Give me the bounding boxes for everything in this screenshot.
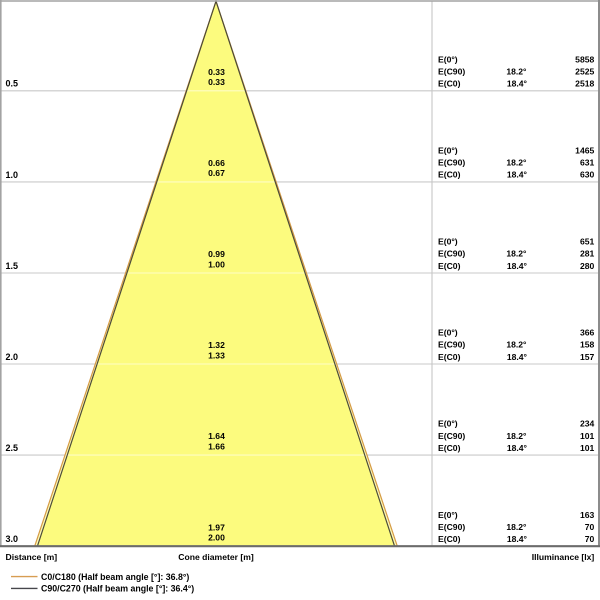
- svg-text:18.4°: 18.4°: [507, 352, 528, 362]
- svg-text:1.33: 1.33: [208, 350, 225, 360]
- svg-text:E(0°): E(0°): [438, 328, 458, 338]
- svg-text:1.0: 1.0: [6, 170, 19, 180]
- svg-text:0.99: 0.99: [208, 249, 225, 259]
- svg-text:18.4°: 18.4°: [507, 170, 528, 180]
- svg-text:E(0°): E(0°): [438, 510, 458, 520]
- svg-text:2.5: 2.5: [6, 443, 19, 453]
- svg-text:2518: 2518: [575, 79, 594, 89]
- svg-text:E(0°): E(0°): [438, 54, 458, 64]
- svg-text:Distance [m]: Distance [m]: [6, 552, 58, 562]
- svg-text:E(C0): E(C0): [438, 261, 461, 271]
- svg-text:1.66: 1.66: [208, 441, 225, 451]
- svg-text:18.2°: 18.2°: [506, 340, 527, 350]
- svg-text:2.0: 2.0: [6, 352, 19, 362]
- svg-text:0.33: 0.33: [208, 67, 225, 77]
- svg-text:1.00: 1.00: [208, 259, 225, 269]
- svg-text:70: 70: [585, 522, 595, 532]
- svg-text:234: 234: [580, 419, 595, 429]
- svg-text:163: 163: [580, 510, 595, 520]
- svg-text:18.2°: 18.2°: [506, 431, 527, 441]
- svg-text:Illuminance [lx]: Illuminance [lx]: [532, 552, 595, 562]
- svg-text:651: 651: [580, 237, 595, 247]
- svg-text:281: 281: [580, 249, 595, 259]
- svg-text:630: 630: [580, 170, 595, 180]
- svg-text:1.64: 1.64: [208, 431, 225, 441]
- svg-text:E(C0): E(C0): [438, 79, 461, 89]
- svg-text:E(C0): E(C0): [438, 443, 461, 453]
- svg-text:101: 101: [580, 443, 595, 453]
- svg-text:E(C0): E(C0): [438, 352, 461, 362]
- svg-text:0.33: 0.33: [208, 77, 225, 87]
- svg-text:0.67: 0.67: [208, 168, 225, 178]
- svg-text:18.4°: 18.4°: [507, 261, 528, 271]
- svg-text:18.2°: 18.2°: [506, 522, 527, 532]
- svg-text:E(C0): E(C0): [438, 170, 461, 180]
- svg-text:1.5: 1.5: [6, 261, 19, 271]
- svg-text:1.32: 1.32: [208, 340, 225, 350]
- svg-text:E(C90): E(C90): [438, 522, 465, 532]
- svg-text:157: 157: [580, 352, 595, 362]
- svg-text:E(C90): E(C90): [438, 249, 465, 259]
- svg-text:E(C90): E(C90): [438, 431, 465, 441]
- svg-text:18.2°: 18.2°: [506, 249, 527, 259]
- svg-text:5858: 5858: [575, 54, 594, 64]
- svg-text:631: 631: [580, 158, 595, 168]
- svg-text:0.66: 0.66: [208, 158, 225, 168]
- svg-text:2.00: 2.00: [208, 533, 225, 543]
- svg-text:18.4°: 18.4°: [507, 79, 528, 89]
- svg-text:18.2°: 18.2°: [506, 158, 527, 168]
- svg-text:1465: 1465: [575, 146, 594, 156]
- svg-text:2525: 2525: [575, 67, 594, 77]
- svg-text:E(C90): E(C90): [438, 67, 465, 77]
- svg-text:3.0: 3.0: [6, 534, 19, 544]
- svg-text:18.2°: 18.2°: [506, 67, 527, 77]
- svg-text:280: 280: [580, 261, 595, 271]
- svg-text:E(0°): E(0°): [438, 146, 458, 156]
- svg-text:18.4°: 18.4°: [507, 534, 528, 544]
- svg-text:E(0°): E(0°): [438, 419, 458, 429]
- svg-text:18.4°: 18.4°: [507, 443, 528, 453]
- svg-text:C0/C180 (Half beam angle [°]:: C0/C180 (Half beam angle [°]: 36.8°): [41, 572, 189, 582]
- svg-text:70: 70: [585, 534, 595, 544]
- svg-text:Cone diameter [m]: Cone diameter [m]: [178, 552, 254, 562]
- svg-text:158: 158: [580, 340, 595, 350]
- svg-text:E(C90): E(C90): [438, 340, 465, 350]
- svg-text:E(0°): E(0°): [438, 237, 458, 247]
- svg-text:C90/C270 (Half beam angle [°]:: C90/C270 (Half beam angle [°]: 36.4°): [41, 584, 194, 594]
- svg-text:1.97: 1.97: [208, 522, 225, 532]
- svg-text:366: 366: [580, 328, 595, 338]
- svg-text:101: 101: [580, 431, 595, 441]
- svg-text:E(C90): E(C90): [438, 158, 465, 168]
- svg-text:E(C0): E(C0): [438, 534, 461, 544]
- svg-text:0.5: 0.5: [6, 79, 19, 89]
